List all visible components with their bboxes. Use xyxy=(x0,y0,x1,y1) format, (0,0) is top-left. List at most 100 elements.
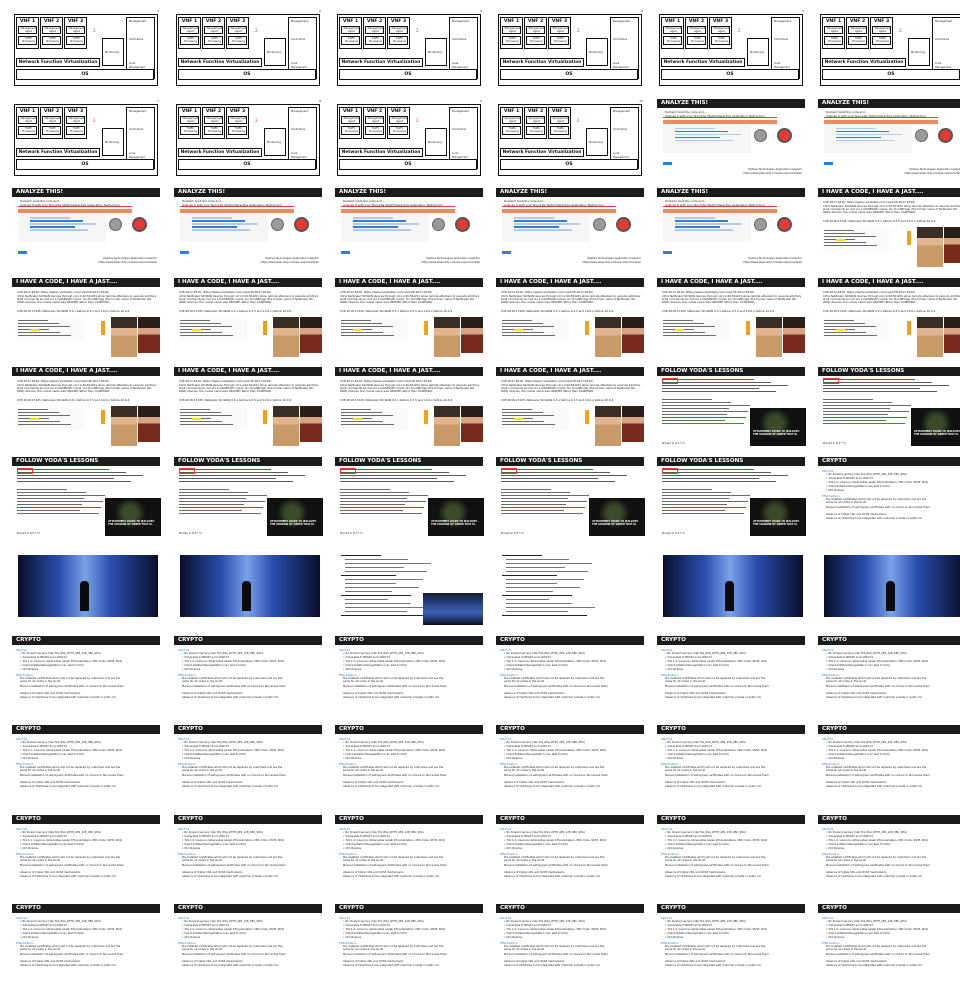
slide-thumbnail-crypto[interactable]: CRYPTO SSL/TLS • No forward secrecy (like … xyxy=(816,813,960,896)
slide-thumbnail-crypto[interactable]: CRYPTO SSL/TLS • No forward secrecy (like … xyxy=(494,813,646,896)
slide-thumbnail-crypto[interactable]: CRYPTO SSL/TLS • No forward secrecy (like … xyxy=(494,724,646,806)
slide-thumbnail-crypto[interactable]: CRYPTO SSL/TLS • No forward secrecy (like … xyxy=(172,903,324,985)
slide-thumbnail-nfv[interactable]: 3 VNF 1 Management Agent Traffic Processing… xyxy=(333,8,485,90)
code-line xyxy=(30,217,70,219)
slide-thumbnail-crypto[interactable]: CRYPTO SSL/TLS • No forward secrecy (like … xyxy=(655,724,807,806)
slide-thumbnail-yoda[interactable]: FOLLOW YODA'S LESSONS ATTACHMENT LEADS TO… xyxy=(172,455,324,538)
traffic-processing-box: Traffic Processing xyxy=(204,125,223,135)
crypto-section-ssl: SSL/TLS xyxy=(500,916,512,920)
management-agent-label: Management Agent xyxy=(391,116,408,123)
slide-thumbnail-star[interactable] xyxy=(172,545,324,627)
slide-thumbnail-crypto[interactable]: CRYPTO SSL/TLS • No forward secrecy (like … xyxy=(10,813,162,896)
slide-thumbnail-crypto[interactable]: CRYPTO SSL/TLS • No forward secrecy (like … xyxy=(816,724,960,806)
slide-thumbnail-star[interactable] xyxy=(10,545,162,627)
slide-thumbnail-analyze[interactable]: ANALYZE THIS! Runtest! Grab the code and.… xyxy=(333,187,485,269)
slide-thumbnail-crypto[interactable]: CRYPTO SSL/TLS • No forward secrecy (like … xyxy=(172,724,324,806)
slide-thumbnail-crypto[interactable]: CRYPTO SSL/TLS • No forward secrecy (like … xyxy=(333,813,485,896)
slide-thumbnail-nfv[interactable]: 2 VNF 1 Management Agent Traffic Processing… xyxy=(172,8,324,90)
code-snippet-line xyxy=(180,412,221,414)
slide-thumbnail-analyze[interactable]: ANALYZE THIS! Runtest! Grab the code and.… xyxy=(494,187,646,269)
slide-thumbnail-code[interactable]: I HAVE A CODE, I HAVE A JAST.... CVE-2017… xyxy=(816,276,960,359)
slide-thumbnail-nfv[interactable]: 9 VNF 1 Management Agent Traffic Processing… xyxy=(333,97,485,180)
slide-thumbnail-crypto[interactable]: CRYPTO SSL/TLS • No forward secrecy (like … xyxy=(494,903,646,985)
management-agent-box: Management Agent xyxy=(711,26,730,34)
code-line xyxy=(30,223,96,225)
response-line xyxy=(179,491,248,493)
slide-thumbnail-nfv[interactable]: 1 VNF 1 Management Agent Traffic Processing… xyxy=(10,8,162,90)
slide-thumbnail-crypto[interactable]: CRYPTO SSL/TLS • No forward secrecy (like … xyxy=(10,634,162,717)
vnf-box: VNF 3 Management Agent Traffic Processing xyxy=(870,17,893,49)
slide-title-bar: CRYPTO xyxy=(174,725,322,734)
code-snippet-line xyxy=(663,322,704,324)
code-panel xyxy=(663,124,751,153)
slide-thumbnail-code[interactable]: I HAVE A CODE, I HAVE A JAST.... CVE-2017… xyxy=(494,276,646,359)
slide-thumbnail-crypto[interactable]: CRYPTO SSL/TLS • No forward secrecy (like … xyxy=(655,903,807,985)
slide-thumbnail-yoda[interactable]: FOLLOW YODA'S LESSONS ATTACHMENT LEADS TO… xyxy=(655,366,807,448)
slide-thumbnail-crypto[interactable]: CRYPTO SSL/TLS • No forward secrecy (like … xyxy=(816,634,960,717)
response-line xyxy=(823,411,909,413)
slide-thumbnail-yoda[interactable]: FOLLOW YODA'S LESSONS ATTACHMENT LEADS TO… xyxy=(10,455,162,538)
slide-thumbnail-star[interactable] xyxy=(655,545,807,627)
slide-thumbnail-crypto[interactable]: CRYPTO SSL/TLS • No forward secrecy (like … xyxy=(655,813,807,896)
slide-thumbnail-crypto[interactable]: CRYPTO SSL/TLS • No forward secrecy (like … xyxy=(10,903,162,985)
management-agent-label: Management Agent xyxy=(689,27,706,33)
slide-thumbnail-code[interactable]: I HAVE A CODE, I HAVE A JAST.... CVE-2017… xyxy=(10,366,162,448)
slide-thumbnail-code[interactable]: I HAVE A CODE, I HAVE A JAST.... CVE-2017… xyxy=(655,276,807,359)
arrow-up xyxy=(263,410,267,424)
slide-thumbnail-nfv[interactable]: 10 VNF 1 Management Agent Traffic Processin… xyxy=(494,97,646,180)
slide-thumbnail-crypto[interactable]: CRYPTO SSL/TLS • No forward secrecy (like … xyxy=(816,903,960,985)
crypto-section-effect: Effectivation xyxy=(178,941,196,945)
slide-thumbnail-crypto[interactable]: CRYPTO SSL/TLS • No forward secrecy (like … xyxy=(172,634,324,717)
crypto-bullet: • No forward secrecy (like TLS_RSA_WITH_… xyxy=(504,741,585,744)
slide-thumbnail-crypto[interactable]: CRYPTO SSL/TLS • No forward secrecy (like … xyxy=(333,903,485,985)
cve-fix-note: CVE-2018-17445: Netscaler SD-WAN 9.3.x b… xyxy=(501,308,614,313)
traffic-processing-label: Traffic Processing xyxy=(393,37,406,43)
slide-title-bar: ANALYZE THIS! xyxy=(335,188,483,197)
slide-thumbnail-yoda[interactable]: FOLLOW YODA'S LESSONS ATTACHMENT LEADS TO… xyxy=(655,455,807,538)
nfv-bar: Network Function Virtualization xyxy=(339,147,423,157)
slide-thumbnail-starText[interactable] xyxy=(494,545,646,627)
slide-thumbnail-code[interactable]: I HAVE A CODE, I HAVE A JAST.... CVE-2017… xyxy=(333,366,485,448)
slide-thumbnail-yoda[interactable]: FOLLOW YODA'S LESSONS ATTACHMENT LEADS TO… xyxy=(494,455,646,538)
slide-thumbnail-nfv[interactable]: 4 VNF 1 Management Agent Traffic Processing… xyxy=(494,8,646,90)
slide-thumbnail-analyze[interactable]: ANALYZE THIS! Runtest! Grab the code and.… xyxy=(10,187,162,269)
slide-thumbnail-nfv[interactable]: 8 VNF 1 Management Agent Traffic Processing… xyxy=(172,97,324,180)
slide-thumbnail-analyze[interactable]: ANALYZE THIS! Runtest! Grab the code and.… xyxy=(655,97,807,180)
slide-thumbnail-code[interactable]: I HAVE A CODE, I HAVE A JAST.... CVE-2017… xyxy=(172,366,324,448)
slide-thumbnail-code[interactable]: I HAVE A CODE, I HAVE A JAST.... CVE-2017… xyxy=(10,276,162,359)
slide-thumbnail-crypto[interactable]: CRYPTO SSL/TLS • No forward secrecy (like … xyxy=(816,455,960,538)
slide-thumbnail-analyze[interactable]: ANALYZE THIS! Runtest! Grab the code and.… xyxy=(816,97,960,180)
slide-thumbnail-code[interactable]: I HAVE A CODE, I HAVE A JAST.... CVE-2017… xyxy=(494,366,646,448)
slide-thumbnail-analyze[interactable]: ANALYZE THIS! Runtest! Grab the code and.… xyxy=(172,187,324,269)
crypto-section-ssl: SSL/TLS xyxy=(16,916,28,920)
slide-thumbnail-crypto[interactable]: CRYPTO SSL/TLS • No forward secrecy (like … xyxy=(494,634,646,717)
slide-thumbnail-crypto[interactable]: CRYPTO SSL/TLS • No forward secrecy (like … xyxy=(333,634,485,717)
response-line xyxy=(662,491,731,493)
slide-thumbnail-yoda[interactable]: FOLLOW YODA'S LESSONS ATTACHMENT LEADS TO… xyxy=(333,455,485,538)
slide-thumbnail-code[interactable]: I HAVE A CODE, I HAVE A JAST.... CVE-2017… xyxy=(333,276,485,359)
slide-thumbnail-yoda[interactable]: FOLLOW YODA'S LESSONS ATTACHMENT LEADS TO… xyxy=(816,366,960,448)
slide-thumbnail-nfv[interactable]: 5 VNF 1 Management Agent Traffic Processing… xyxy=(655,8,807,90)
request-line xyxy=(340,480,454,482)
slide-thumbnail-crypto[interactable]: CRYPTO SSL/TLS • No forward secrecy (like … xyxy=(333,724,485,806)
slide-thumbnail-crypto[interactable]: CRYPTO SSL/TLS • No forward secrecy (like … xyxy=(10,724,162,806)
slide-thumbnail-code[interactable]: I HAVE A CODE, I HAVE A JAST.... CVE-2017… xyxy=(816,187,960,269)
slide-thumbnail-starText[interactable] xyxy=(333,545,485,627)
crypto-bullet: • Old libraries xyxy=(665,846,684,850)
red-box xyxy=(662,378,678,384)
code-line xyxy=(675,223,741,225)
crypto-bullet: Manual installation of self-signed certi… xyxy=(182,863,286,867)
traffic-processing-box: Traffic Processing xyxy=(663,36,682,45)
slide-thumbnail-crypto[interactable]: CRYPTO SSL/TLS • No forward secrecy (like … xyxy=(172,813,324,896)
crypto-bullet: • Vulnerable to BEAST and LUCKY13 xyxy=(826,924,873,927)
red-box xyxy=(823,378,839,384)
slide-thumbnail-code[interactable]: I HAVE A CODE, I HAVE A JAST.... CVE-2017… xyxy=(172,276,324,359)
slide-thumbnail-star[interactable] xyxy=(816,545,960,627)
slide-thumbnail-nfv[interactable]: 7 VNF 1 Management Agent Traffic Processing… xyxy=(10,97,162,180)
slide-thumbnail-crypto[interactable]: CRYPTO SSL/TLS • No forward secrecy (like … xyxy=(655,634,807,717)
highlight-mark xyxy=(514,328,523,331)
monitoring-box: Monitoring xyxy=(264,127,286,156)
slide-thumbnail-analyze[interactable]: ANALYZE THIS! Runtest! Grab the code and.… xyxy=(655,187,807,269)
